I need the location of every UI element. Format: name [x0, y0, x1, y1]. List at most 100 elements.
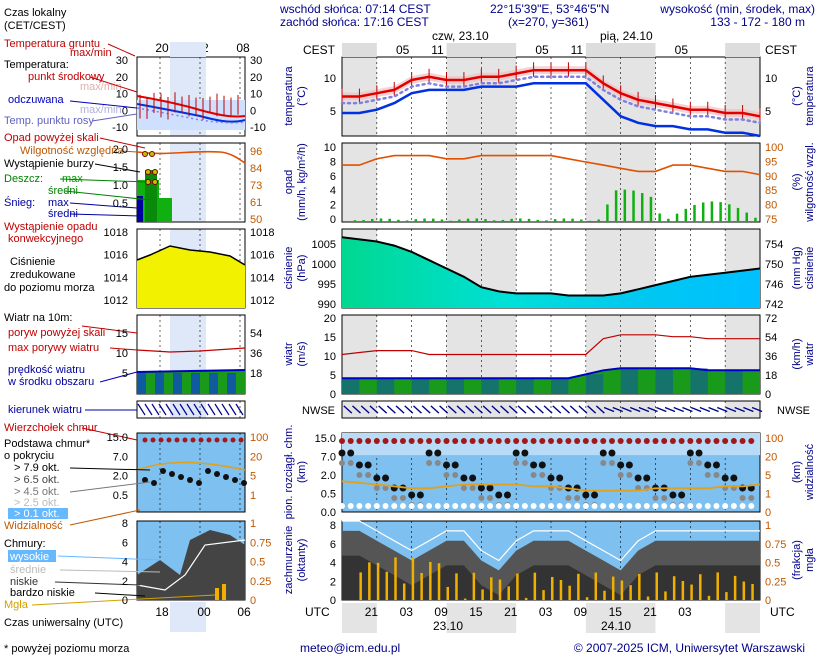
bottom-hour-label: 09: [574, 605, 588, 619]
legend-wind-title: Wiatr na 10m:: [4, 312, 72, 324]
elevation-title: wysokość (min, środek, max): [659, 2, 815, 16]
rain-bar: [702, 202, 705, 222]
cloud-base-dot: [539, 462, 546, 469]
fog-bar: [464, 599, 467, 600]
rain-bar: [528, 219, 531, 222]
wind-shade: [377, 378, 394, 394]
legend-fog: Mgła: [4, 599, 29, 611]
tick-cc-right: 1: [765, 520, 771, 532]
legend-rain-bar2: [145, 170, 157, 222]
legend-tick-wind-left: 15: [116, 328, 128, 340]
legend-speed2: w środku obszaru: [7, 376, 94, 388]
axis-temp-label-left: temperatura: [283, 65, 295, 125]
cloud-base-dot-white: [705, 503, 711, 509]
footer: UTC UTC 21 03 09 15 21 03 09 15 21 03 23.10 24.10…: [4, 605, 805, 655]
cloud-base-dot-white: [670, 503, 676, 509]
cloud-base-dot-grey: [539, 472, 545, 478]
rain-bar: [371, 219, 374, 222]
cloud-base-dot: [460, 475, 467, 482]
fog-bar: [751, 584, 754, 600]
legend-pressure1: Ciśnienie: [10, 256, 55, 268]
tick-cc-left: 2: [330, 576, 336, 588]
cloud-base-dot: [487, 485, 494, 492]
cloud-base-dot-grey: [661, 495, 667, 501]
tick-temp-right: 10: [765, 73, 777, 85]
grid-point-text: (x=270, y=361): [508, 15, 589, 29]
legend-tick-precip-right: 61: [250, 197, 262, 209]
cloud-base-dot-white: [609, 503, 615, 509]
axis-cc-label-left: zachmurzenie: [283, 526, 295, 594]
legend-cloud-top-dot: [191, 438, 196, 443]
tick-press-left: 990: [318, 299, 336, 311]
cloud-base-dot-grey: [522, 460, 528, 466]
tick-wind-right: 36: [765, 351, 777, 363]
cest-right: CEST: [765, 43, 798, 57]
legend-tick-cb-right: 5: [250, 471, 256, 483]
cloud-base-dot-white: [539, 503, 545, 509]
cloud-top-dot: [504, 438, 510, 444]
legend-rain-avg: średni: [48, 185, 78, 197]
fog-bar: [429, 562, 432, 600]
legend-tick-cb-left: 2.0: [113, 471, 128, 483]
cloud-base-dot-white: [731, 503, 737, 509]
fog-bar: [725, 592, 728, 600]
cloud-top-dot: [748, 438, 754, 444]
legend-tick-temp-right: 20: [250, 72, 262, 84]
cloud-base-dot-white: [417, 503, 423, 509]
cloud-top-dot: [444, 438, 450, 444]
legend-cloud-top-dot: [183, 438, 188, 443]
axis-cc-unit-right: (frakcja): [791, 540, 803, 580]
tick-cb-right: 1: [765, 489, 771, 501]
legend-tick-wind-right: 36: [250, 348, 262, 360]
legend-fog-bar: [222, 584, 226, 600]
rain-bar: [441, 219, 444, 222]
fog-bar: [455, 573, 458, 600]
wind-shade: [621, 368, 638, 394]
rain-bar: [484, 219, 487, 222]
axis-wind-label-right: wiatr: [804, 342, 816, 367]
cloud-base-dot-white: [374, 503, 380, 509]
tick-wind-right: 72: [765, 313, 777, 325]
legend-convective2: konwekcyjnego: [8, 233, 83, 245]
sunset-text: zachód słońca: 17:16 CEST: [280, 15, 429, 29]
legend-tick-wind-left: 10: [116, 348, 128, 360]
rain-bar: [745, 213, 748, 222]
legend-tick-cb-right: 1: [250, 490, 256, 502]
cloud-base-dot-white: [522, 503, 528, 509]
tick-cb-right: 100: [765, 433, 783, 445]
cloud-top-dot: [356, 438, 362, 444]
rain-bar: [545, 220, 548, 222]
fog-bar: [386, 572, 389, 600]
fog-bar: [682, 581, 685, 600]
axis-press-unit-left: (hPa): [296, 255, 308, 282]
legend-bottom-hour: 00: [197, 605, 211, 619]
cloud-base-dot-white: [696, 503, 702, 509]
tick-precip-left: 6: [330, 171, 336, 183]
legend-tick-precip-right: 50: [250, 214, 262, 226]
rain-bar: [632, 191, 635, 222]
tick-cb-right: 5: [765, 470, 771, 482]
cloud-top-dot: [679, 438, 685, 444]
axis-cb-unit-right: (km): [791, 461, 803, 483]
cloud-top-dot: [478, 438, 484, 444]
cloud-top-dot: [522, 438, 528, 444]
legend-bottom-hour: 06: [237, 605, 251, 619]
legend-tick-wind-right: 18: [250, 368, 262, 380]
axis-precip-unit-right: (%): [791, 173, 803, 190]
legend-cloud-base-dot: [214, 471, 220, 477]
cloud-base-dot: [687, 450, 694, 457]
wind-shade: [342, 378, 359, 394]
rain-bar: [415, 219, 418, 222]
legend-cloud-base-dot: [187, 477, 193, 483]
bottom-hour-label: 21: [643, 605, 657, 619]
legend-speed1: prędkość wiatru: [8, 364, 85, 376]
cloud-base-dot-grey: [365, 472, 371, 478]
cloud-base-dot: [730, 475, 737, 482]
cloud-base-dot-grey: [618, 472, 624, 478]
rain-bar: [432, 219, 435, 222]
cloud-top-dot: [339, 438, 345, 444]
email-link[interactable]: meteo@icm.edu.pl: [300, 641, 400, 655]
universal-time-label: Czas uniwersalny (UTC): [4, 617, 123, 629]
cloud-base-dot: [582, 492, 589, 499]
cloud-base-dot: [696, 450, 703, 457]
